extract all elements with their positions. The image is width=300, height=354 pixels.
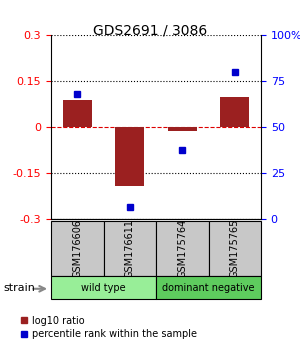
Bar [51, 221, 104, 276]
Legend: log10 ratio, percentile rank within the sample: log10 ratio, percentile rank within the … [20, 315, 196, 339]
Text: GSM175765: GSM175765 [230, 219, 240, 278]
Bar [156, 276, 261, 299]
Bar [51, 276, 156, 299]
Text: GSM176606: GSM176606 [72, 219, 82, 278]
Bar [220, 97, 249, 127]
Bar [156, 221, 208, 276]
Text: wild type: wild type [81, 282, 126, 293]
Text: strain: strain [3, 282, 35, 293]
Text: dominant negative: dominant negative [162, 282, 255, 293]
Bar [115, 127, 144, 186]
Bar [208, 221, 261, 276]
Text: GSM176611: GSM176611 [125, 219, 135, 278]
Bar [103, 221, 156, 276]
Bar [63, 100, 92, 127]
Text: GDS2691 / 3086: GDS2691 / 3086 [93, 23, 207, 37]
Bar [168, 127, 197, 131]
Text: GSM175764: GSM175764 [177, 219, 187, 278]
